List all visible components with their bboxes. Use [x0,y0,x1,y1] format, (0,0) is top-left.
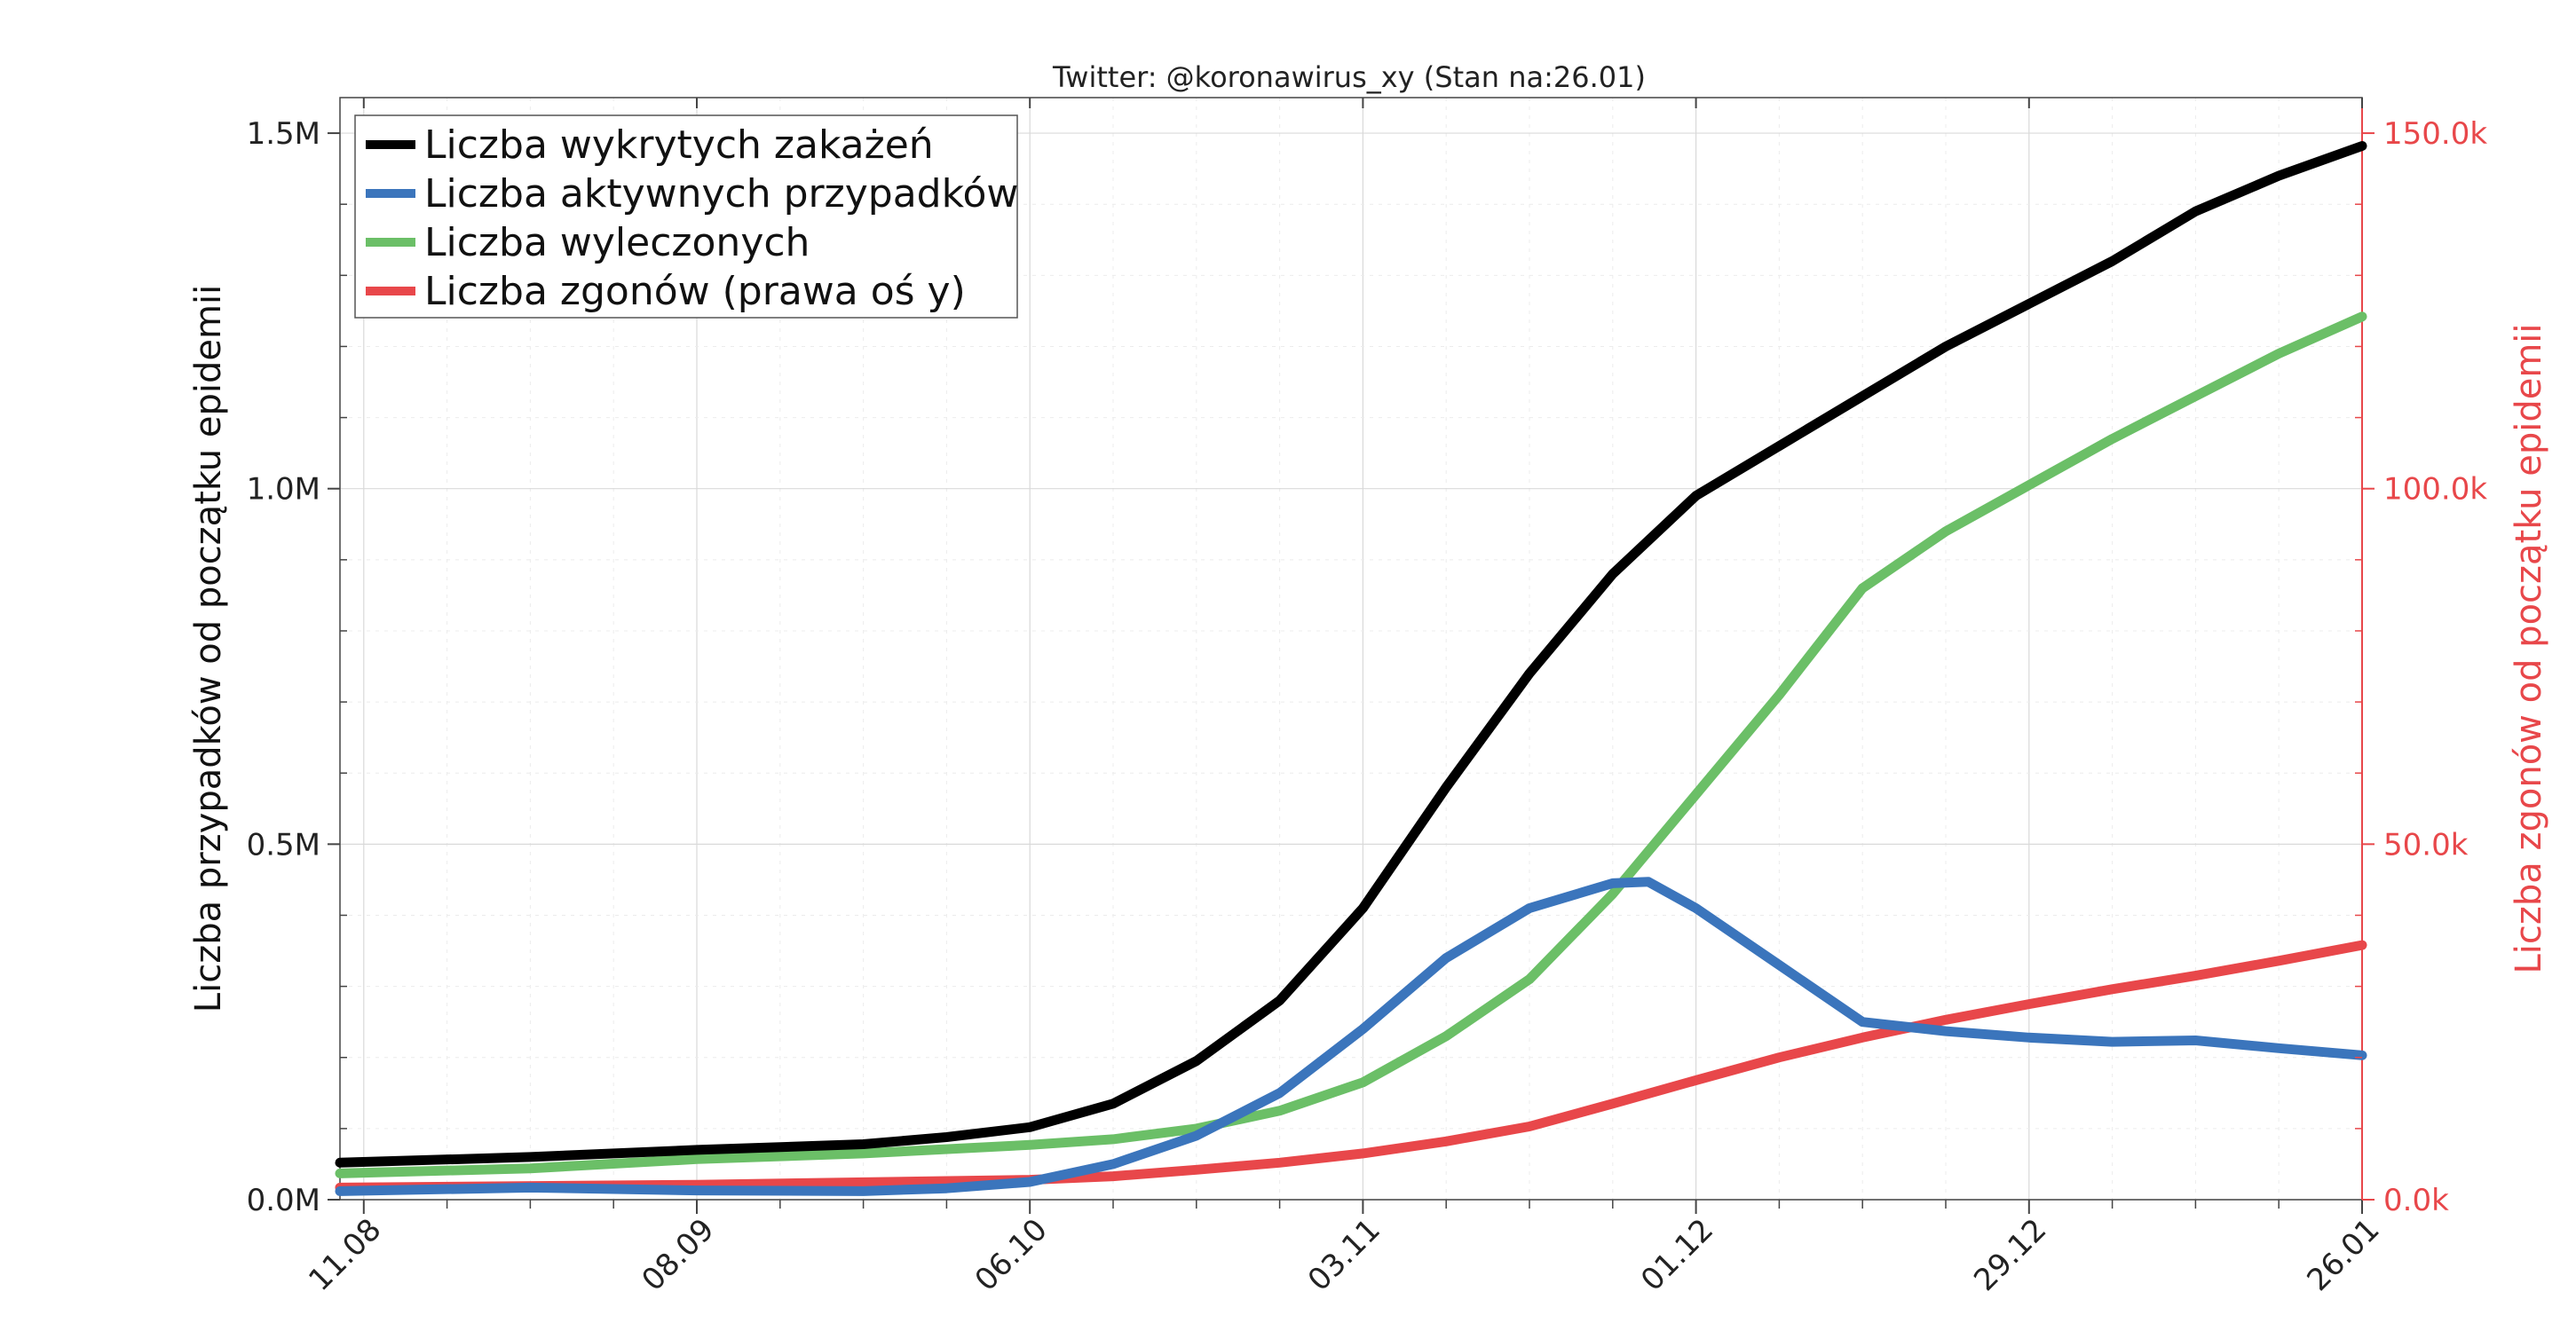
legend-label-recovered: Liczba wyleczonych [424,220,810,265]
y-tick-label-right: 150.0k [2383,116,2487,152]
legend-label-infections: Liczba wykrytych zakażeń [424,122,934,168]
chart-title: Twitter: @koronawirus_xy (Stan na:26.01) [1052,60,1646,94]
legend-label-deaths: Liczba zgonów (prawa oś y) [424,269,966,314]
y-tick-label-right: 50.0k [2383,827,2469,862]
y-axis-title-left: Liczba przypadków od początku epidemii [188,285,229,1012]
y-tick-label-right: 0.0k [2383,1183,2449,1218]
y-tick-label-left: 0.0M [247,1183,320,1218]
series-lines [335,141,2367,1196]
series-line-deaths [335,940,2367,1193]
legend: Liczba wykrytych zakażeń Liczba aktywnyc… [354,114,1018,319]
series-line-recovered [335,311,2367,1178]
y-tick-label-left: 1.0M [247,472,320,508]
y-tick-label-right: 100.0k [2383,472,2487,508]
y-tick-label-left: 1.5M [247,116,320,152]
series-line-active [335,877,2367,1196]
series-line-infections [335,141,2367,1168]
y-tick-label-left: 0.5M [247,827,320,862]
legend-label-active: Liczba aktywnych przypadków [424,171,1018,217]
legend-box [354,114,1018,319]
y-axis-title-right: Liczba zgonów od początku epidemii [2509,323,2549,973]
